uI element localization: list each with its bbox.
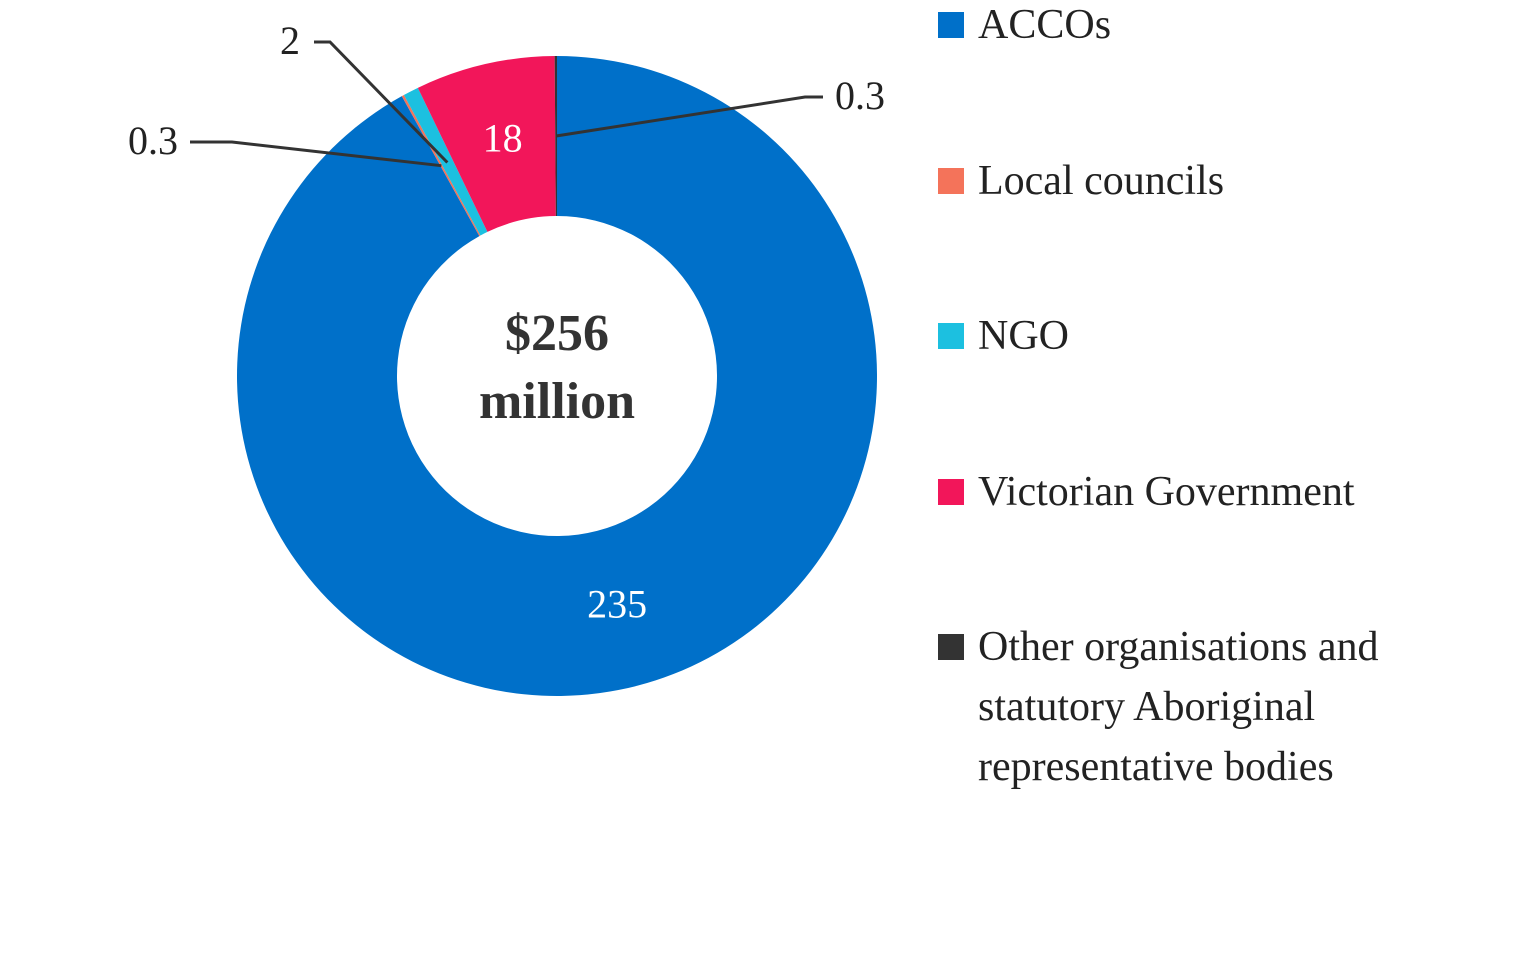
donut-slice (554, 56, 557, 217)
chart: 235 0.3 2 18 0.3 $256 million (128, 18, 885, 696)
legend-item: Other organisations and statutory Aborig… (938, 617, 1478, 797)
legend-label: Local councils (978, 157, 1225, 204)
center-label: million (479, 373, 635, 430)
leader-line (190, 140, 442, 168)
legend-swatch (938, 167, 964, 194)
donut-slice (417, 56, 556, 232)
data-label: 0.3 (835, 73, 885, 118)
legend-swatch (938, 323, 964, 349)
leader-line (555, 95, 823, 138)
leader-line (314, 40, 449, 164)
legend-label: Victorian Government (978, 468, 1355, 515)
legend-item: Victorian Government (938, 462, 1478, 522)
data-label: 2 (280, 18, 300, 63)
legend-item: ACCOs (938, 0, 1478, 55)
legend-label: Other organisations and statutory Aborig… (978, 624, 1379, 790)
legend-item: Local councils (938, 151, 1478, 211)
data-label: 235 (587, 582, 647, 627)
legend-swatch (938, 478, 964, 505)
legend-swatch (938, 12, 964, 38)
center-label: $256 (505, 305, 609, 362)
data-label: 18 (483, 115, 523, 160)
legend-item: NGO (938, 306, 1478, 366)
legend-label: ACCOs (978, 2, 1112, 48)
donut-slice (236, 56, 877, 696)
legend-swatch (938, 634, 964, 660)
data-label: 0.3 (128, 118, 178, 163)
legend-label: NGO (978, 313, 1069, 359)
